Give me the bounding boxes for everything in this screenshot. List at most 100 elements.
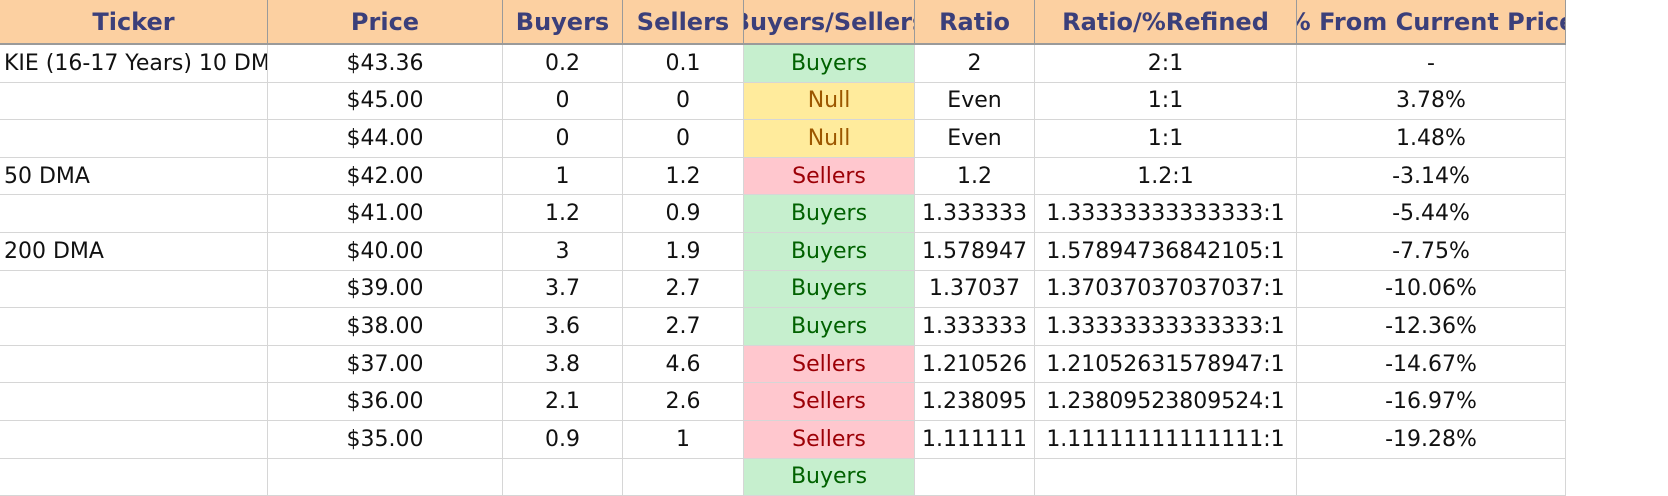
status-badge[interactable]: Buyers <box>744 308 915 346</box>
cell-ticker[interactable] <box>0 458 268 496</box>
cell-pct-from-current[interactable]: -5.44% <box>1297 195 1566 233</box>
status-badge[interactable]: Buyers <box>744 270 915 309</box>
cell-ticker[interactable] <box>0 383 268 421</box>
column-header-sellers[interactable]: Sellers <box>623 0 744 45</box>
cell-pct-from-current[interactable]: -19.28% <box>1297 421 1566 459</box>
cell-price[interactable]: $39.00 <box>268 270 503 309</box>
cell-ratio-refined[interactable] <box>1035 458 1297 496</box>
cell-buyers[interactable]: 3.7 <box>503 270 623 309</box>
cell-pct-from-current[interactable]: - <box>1297 45 1566 83</box>
status-badge[interactable]: Sellers <box>744 421 915 459</box>
cell-pct-from-current[interactable]: -3.14% <box>1297 157 1566 196</box>
cell-ticker[interactable]: 50 DMA <box>0 157 268 196</box>
column-header-ticker[interactable]: Ticker <box>0 0 268 45</box>
cell-sellers[interactable]: 1 <box>623 421 744 459</box>
cell-pct-from-current[interactable] <box>1297 458 1566 496</box>
cell-price[interactable]: $40.00 <box>268 233 503 271</box>
cell-buyers[interactable]: 3.8 <box>503 345 623 384</box>
cell-ratio-refined[interactable]: 1.57894736842105:1 <box>1035 233 1297 271</box>
cell-ticker[interactable] <box>0 120 268 158</box>
cell-sellers[interactable]: 4.6 <box>623 345 744 384</box>
cell-price[interactable]: $35.00 <box>268 421 503 459</box>
cell-price[interactable]: $43.36 <box>268 45 503 83</box>
cell-price[interactable] <box>268 458 503 496</box>
cell-ratio-refined[interactable]: 1.23809523809524:1 <box>1035 383 1297 421</box>
cell-buyers[interactable]: 0.9 <box>503 421 623 459</box>
cell-pct-from-current[interactable]: -16.97% <box>1297 383 1566 421</box>
cell-buyers[interactable]: 2.1 <box>503 383 623 421</box>
column-header-buyers[interactable]: Buyers <box>503 0 623 45</box>
cell-sellers[interactable]: 2.6 <box>623 383 744 421</box>
cell-ticker[interactable] <box>0 270 268 309</box>
cell-pct-from-current[interactable]: -7.75% <box>1297 233 1566 271</box>
cell-ticker[interactable] <box>0 82 268 121</box>
column-header-price[interactable]: Price <box>268 0 503 45</box>
status-badge[interactable]: Buyers <box>744 45 915 83</box>
cell-buyers[interactable]: 0 <box>503 120 623 158</box>
cell-ratio-refined[interactable]: 1.2:1 <box>1035 157 1297 196</box>
cell-buyers[interactable] <box>503 458 623 496</box>
cell-ticker[interactable] <box>0 421 268 459</box>
column-header-ratio[interactable]: Ratio <box>915 0 1035 45</box>
cell-ratio[interactable] <box>915 458 1035 496</box>
cell-buyers[interactable]: 3 <box>503 233 623 271</box>
cell-price[interactable]: $44.00 <box>268 120 503 158</box>
cell-price[interactable]: $42.00 <box>268 157 503 196</box>
status-badge[interactable]: Buyers <box>744 195 915 233</box>
cell-price[interactable]: $41.00 <box>268 195 503 233</box>
cell-pct-from-current[interactable]: -14.67% <box>1297 345 1566 384</box>
cell-ratio[interactable]: 1.333333 <box>915 308 1035 346</box>
cell-ratio[interactable]: 1.111111 <box>915 421 1035 459</box>
status-badge[interactable]: Buyers <box>744 458 915 496</box>
cell-sellers[interactable]: 0 <box>623 120 744 158</box>
cell-sellers[interactable]: 2.7 <box>623 308 744 346</box>
cell-sellers[interactable]: 0.1 <box>623 45 744 83</box>
cell-pct-from-current[interactable]: 3.78% <box>1297 82 1566 121</box>
column-header-buyers-sellers[interactable]: Buyers/Sellers <box>744 0 915 45</box>
cell-ratio[interactable]: 1.210526 <box>915 345 1035 384</box>
status-badge[interactable]: Buyers <box>744 233 915 271</box>
status-badge[interactable]: Null <box>744 120 915 158</box>
cell-ratio-refined[interactable]: 1.33333333333333:1 <box>1035 195 1297 233</box>
cell-sellers[interactable]: 1.9 <box>623 233 744 271</box>
status-badge[interactable]: Sellers <box>744 345 915 384</box>
cell-ratio[interactable]: Even <box>915 82 1035 121</box>
cell-sellers[interactable]: 0.9 <box>623 195 744 233</box>
cell-ticker[interactable] <box>0 195 268 233</box>
cell-buyers[interactable]: 1.2 <box>503 195 623 233</box>
cell-ticker[interactable] <box>0 308 268 346</box>
cell-sellers[interactable]: 2.7 <box>623 270 744 309</box>
cell-sellers[interactable]: 0 <box>623 82 744 121</box>
cell-ratio[interactable]: 2 <box>915 45 1035 83</box>
column-header-pct-from-current[interactable]: % From Current Price <box>1297 0 1566 45</box>
cell-price[interactable]: $38.00 <box>268 308 503 346</box>
cell-buyers[interactable]: 0.2 <box>503 45 623 83</box>
cell-ticker[interactable] <box>0 345 268 384</box>
cell-ratio-refined[interactable]: 1:1 <box>1035 120 1297 158</box>
cell-ratio[interactable]: 1.2 <box>915 157 1035 196</box>
cell-price[interactable]: $37.00 <box>268 345 503 384</box>
cell-price[interactable]: $45.00 <box>268 82 503 121</box>
cell-ratio-refined[interactable]: 1:1 <box>1035 82 1297 121</box>
cell-ratio-refined[interactable]: 1.21052631578947:1 <box>1035 345 1297 384</box>
cell-ratio[interactable]: 1.37037 <box>915 270 1035 309</box>
cell-sellers[interactable]: 1.2 <box>623 157 744 196</box>
cell-ratio-refined[interactable]: 2:1 <box>1035 45 1297 83</box>
cell-pct-from-current[interactable]: 1.48% <box>1297 120 1566 158</box>
cell-buyers[interactable]: 0 <box>503 82 623 121</box>
cell-buyers[interactable]: 3.6 <box>503 308 623 346</box>
cell-ratio-refined[interactable]: 1.33333333333333:1 <box>1035 308 1297 346</box>
cell-ratio[interactable]: 1.333333 <box>915 195 1035 233</box>
cell-buyers[interactable]: 1 <box>503 157 623 196</box>
cell-ticker[interactable]: 200 DMA <box>0 233 268 271</box>
cell-ratio[interactable]: 1.578947 <box>915 233 1035 271</box>
status-badge[interactable]: Sellers <box>744 383 915 421</box>
cell-sellers[interactable] <box>623 458 744 496</box>
cell-ratio-refined[interactable]: 1.37037037037037:1 <box>1035 270 1297 309</box>
column-header-ratio-refined[interactable]: Ratio/%Refined <box>1035 0 1297 45</box>
status-badge[interactable]: Null <box>744 82 915 121</box>
cell-pct-from-current[interactable]: -10.06% <box>1297 270 1566 309</box>
cell-ticker[interactable]: KIE (16-17 Years) 10 DMA <box>0 45 268 83</box>
cell-ratio[interactable]: 1.238095 <box>915 383 1035 421</box>
cell-ratio[interactable]: Even <box>915 120 1035 158</box>
